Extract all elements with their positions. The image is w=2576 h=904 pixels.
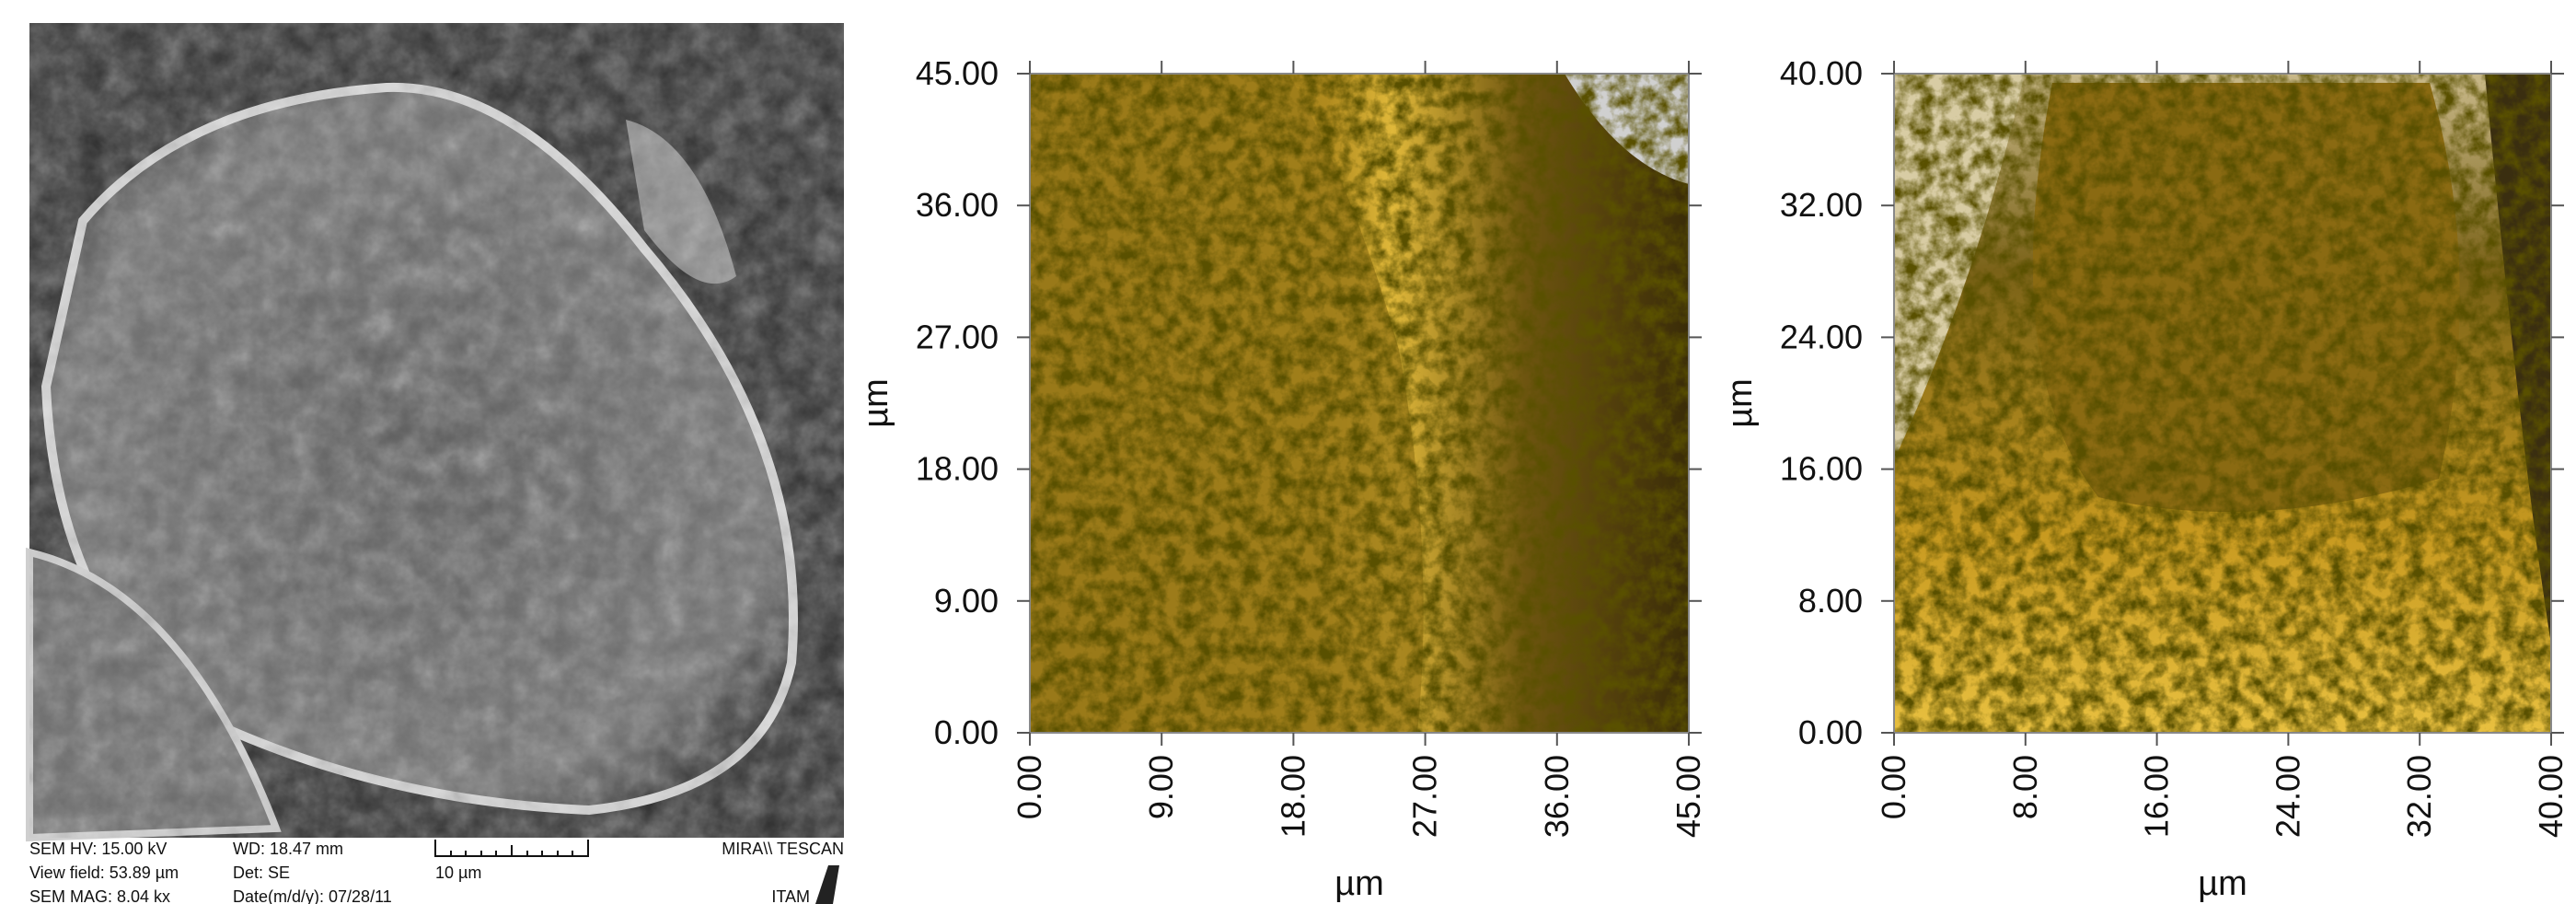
x-tick-label: 9.00	[1142, 755, 1180, 819]
y-tick-label: 45.00	[916, 54, 999, 92]
x-tick-label: 27.00	[1406, 755, 1444, 838]
x-tick-label: 24.00	[2269, 755, 2306, 838]
y-tick-label: 18.00	[916, 450, 999, 488]
sem-mag: SEM MAG: 8.04 kx	[29, 887, 170, 904]
x-tick-label: 16.00	[2138, 755, 2176, 838]
y-tick-label: 0.00	[1798, 713, 1863, 751]
x-tick-label: 0.00	[1011, 755, 1048, 819]
sem-det: Det: SE	[233, 863, 290, 882]
y-tick-label: 36.00	[916, 186, 999, 224]
sem-brand: MIRA\\ TESCAN	[722, 840, 844, 858]
y-tick-label: 32.00	[1780, 186, 1863, 224]
y-tick-label: 9.00	[934, 582, 999, 620]
afm-image-1	[1030, 74, 1689, 733]
x-tick-label: 32.00	[2400, 755, 2438, 838]
x-axis-label: µm	[1334, 864, 1384, 903]
scale-bar	[435, 840, 588, 856]
x-axis-label: µm	[2198, 864, 2247, 903]
logo-mark	[815, 865, 839, 904]
y-tick-label: 40.00	[1780, 54, 1863, 92]
sem-date: Date(m/d/y): 07/28/11	[233, 887, 392, 904]
scale-bar-label: 10 µm	[435, 863, 481, 882]
y-tick-label: 16.00	[1780, 450, 1863, 488]
x-tick-label: 40.00	[2532, 755, 2570, 838]
x-tick-label: 8.00	[2006, 755, 2044, 819]
y-axis-label: µm	[857, 378, 895, 428]
figure: SEM HV: 15.00 kV WD: 18.47 mm 10 µm MIRA…	[0, 0, 2576, 904]
y-axis-label: µm	[1721, 378, 1760, 428]
y-tick-label: 24.00	[1780, 318, 1863, 355]
x-tick-label: 45.00	[1669, 755, 1707, 838]
sem-wd: WD: 18.47 mm	[233, 840, 343, 858]
x-tick-label: 18.00	[1274, 755, 1311, 838]
sem-logo: ITAM	[771, 887, 810, 904]
y-tick-label: 27.00	[916, 318, 999, 355]
afm-image-2	[1894, 74, 2551, 733]
sem-view-field: View field: 53.89 µm	[29, 863, 179, 882]
y-tick-label: 0.00	[934, 713, 999, 751]
x-tick-label: 0.00	[1875, 755, 1912, 819]
sem-hv: SEM HV: 15.00 kV	[29, 840, 167, 858]
y-tick-label: 8.00	[1798, 582, 1863, 620]
x-tick-label: 36.00	[1538, 755, 1576, 838]
sem-image	[29, 23, 844, 838]
